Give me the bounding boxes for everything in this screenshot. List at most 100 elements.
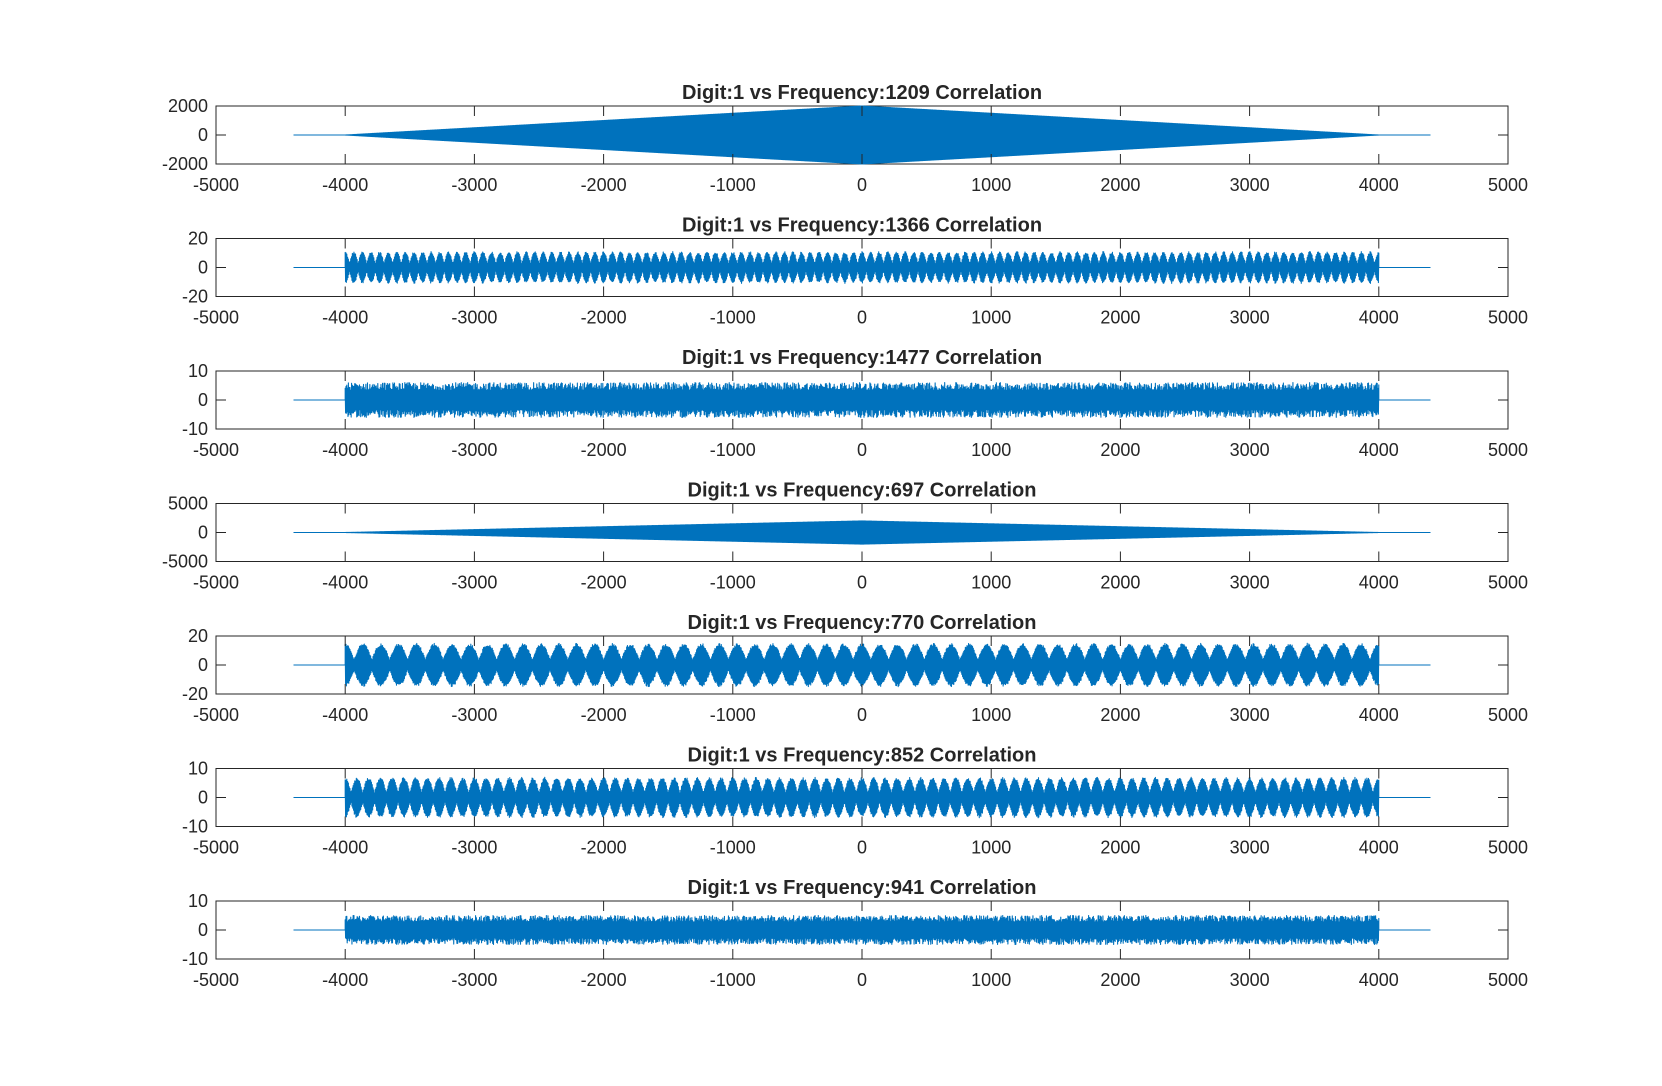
chart-title: Digit:1 vs Frequency:1209 Correlation [682, 82, 1042, 104]
subplot-1: -5000 -4000 -3000 -2000 -1000 0 1000 2000 3000 40… [162, 82, 1528, 195]
subplot-3: -5000 -4000 -3000 -2000 -1000 0 1000 2000 3000 40… [182, 347, 1528, 460]
y-tick-label: -10 [182, 817, 208, 837]
x-tick-label: -1000 [710, 705, 756, 725]
y-tick-label: 2000 [168, 96, 208, 116]
x-tick-label: 2000 [1100, 970, 1140, 990]
x-tick-label: -5000 [193, 970, 239, 990]
x-tick-label: -5000 [193, 838, 239, 858]
x-tick-label: 4000 [1359, 308, 1399, 328]
x-tick-label: 1000 [971, 970, 1011, 990]
x-tick-label: 2000 [1100, 175, 1140, 195]
x-tick-label: -3000 [451, 705, 497, 725]
x-tick-label: 2000 [1100, 308, 1140, 328]
series-line [293, 776, 1431, 819]
x-tick-label: 3000 [1230, 970, 1270, 990]
chart-title: Digit:1 vs Frequency:1477 Correlation [682, 347, 1042, 369]
x-tick-label: -1000 [710, 175, 756, 195]
x-tick-label: -1000 [710, 573, 756, 593]
series-line [293, 251, 1431, 284]
x-tick-label: -5000 [193, 705, 239, 725]
x-tick-label: -4000 [322, 440, 368, 460]
x-tick-label: -1000 [710, 970, 756, 990]
x-tick-label: -5000 [193, 308, 239, 328]
x-tick-label: -1000 [710, 308, 756, 328]
x-tick-label: 4000 [1359, 970, 1399, 990]
x-tick-label: -3000 [451, 573, 497, 593]
x-tick-label: 3000 [1230, 440, 1270, 460]
subplot-6: -5000 -4000 -3000 -2000 -1000 0 1000 2000 3000 40… [182, 745, 1528, 858]
subplot-7: -5000 -4000 -3000 -2000 -1000 0 1000 2000 3000 40… [182, 877, 1528, 990]
y-tick-label: 20 [188, 626, 208, 646]
x-tick-label: 5000 [1488, 175, 1528, 195]
chart-title: Digit:1 vs Frequency:1366 Correlation [682, 215, 1042, 237]
x-tick-label: -4000 [322, 573, 368, 593]
x-tick-label: 5000 [1488, 440, 1528, 460]
y-tick-label: 10 [188, 891, 208, 911]
y-tick-label: 5000 [168, 494, 208, 514]
x-tick-label: 0 [857, 440, 867, 460]
x-tick-label: -4000 [322, 970, 368, 990]
y-tick-label: 0 [198, 920, 208, 940]
x-tick-label: -1000 [710, 838, 756, 858]
x-tick-label: 2000 [1100, 440, 1140, 460]
x-tick-label: 3000 [1230, 705, 1270, 725]
subplot-5: -5000 -4000 -3000 -2000 -1000 0 1000 2000 3000 40… [182, 612, 1528, 725]
x-tick-label: 5000 [1488, 970, 1528, 990]
x-tick-label: 0 [857, 175, 867, 195]
x-tick-label: -3000 [451, 308, 497, 328]
x-tick-label: 1000 [971, 573, 1011, 593]
x-tick-label: -3000 [451, 970, 497, 990]
x-tick-label: 3000 [1230, 573, 1270, 593]
series-line [293, 914, 1431, 946]
x-tick-label: 0 [857, 573, 867, 593]
x-tick-label: 4000 [1359, 573, 1399, 593]
x-tick-label: -5000 [193, 440, 239, 460]
chart-title: Digit:1 vs Frequency:941 Correlation [688, 877, 1037, 899]
x-tick-label: -2000 [581, 705, 627, 725]
x-tick-label: -3000 [451, 838, 497, 858]
x-tick-label: 1000 [971, 175, 1011, 195]
y-tick-label: -20 [182, 287, 208, 307]
x-tick-label: -5000 [193, 573, 239, 593]
x-tick-label: 0 [857, 705, 867, 725]
x-tick-label: 2000 [1100, 705, 1140, 725]
y-tick-label: 0 [198, 125, 208, 145]
y-tick-label: 0 [198, 523, 208, 543]
x-tick-label: 4000 [1359, 705, 1399, 725]
x-tick-label: 1000 [971, 308, 1011, 328]
chart-title: Digit:1 vs Frequency:852 Correlation [688, 745, 1037, 767]
x-tick-label: -2000 [581, 970, 627, 990]
x-tick-label: 1000 [971, 705, 1011, 725]
x-tick-label: -1000 [710, 440, 756, 460]
x-tick-label: 0 [857, 838, 867, 858]
x-tick-label: 1000 [971, 440, 1011, 460]
y-tick-label: 20 [188, 229, 208, 249]
y-tick-label: -10 [182, 949, 208, 969]
x-tick-label: 2000 [1100, 838, 1140, 858]
x-tick-label: -2000 [581, 838, 627, 858]
y-tick-label: 0 [198, 788, 208, 808]
x-tick-label: 3000 [1230, 838, 1270, 858]
chart-title: Digit:1 vs Frequency:770 Correlation [688, 612, 1037, 634]
x-tick-label: -4000 [322, 175, 368, 195]
y-tick-label: 0 [198, 390, 208, 410]
x-tick-label: -5000 [193, 175, 239, 195]
x-tick-label: 4000 [1359, 175, 1399, 195]
x-tick-label: 0 [857, 970, 867, 990]
x-tick-label: -4000 [322, 308, 368, 328]
x-tick-label: 3000 [1230, 308, 1270, 328]
x-tick-label: 5000 [1488, 308, 1528, 328]
x-tick-label: 4000 [1359, 838, 1399, 858]
y-tick-label: 10 [188, 759, 208, 779]
x-tick-label: 1000 [971, 838, 1011, 858]
subplot-2: -5000 -4000 -3000 -2000 -1000 0 1000 2000 3000 40… [182, 215, 1528, 328]
x-tick-label: 5000 [1488, 838, 1528, 858]
y-tick-label: -5000 [162, 552, 208, 572]
x-tick-label: -2000 [581, 175, 627, 195]
y-tick-label: -2000 [162, 154, 208, 174]
y-tick-label: -10 [182, 419, 208, 439]
x-tick-label: -4000 [322, 838, 368, 858]
y-tick-label: 0 [198, 258, 208, 278]
chart-title: Digit:1 vs Frequency:697 Correlation [688, 480, 1037, 502]
